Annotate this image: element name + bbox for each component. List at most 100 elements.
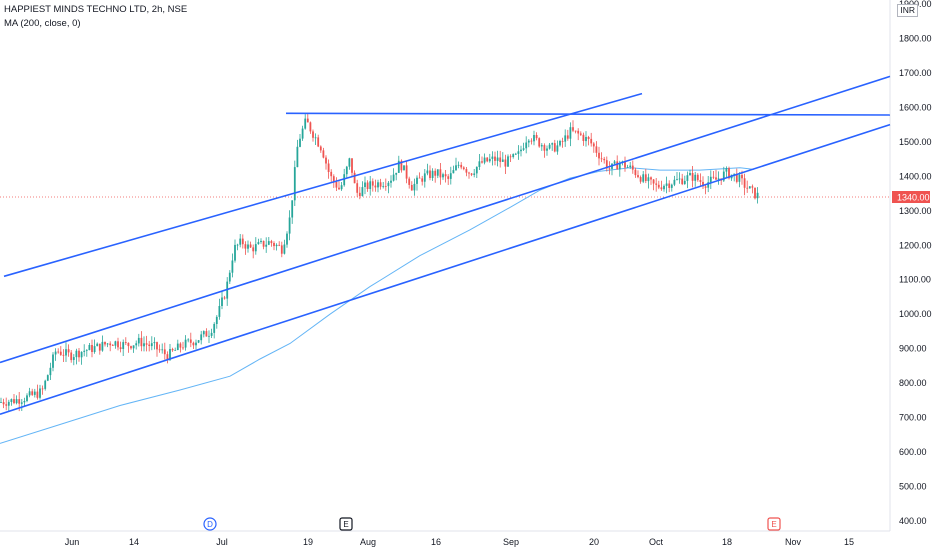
- y-tick-label: 1500.00: [899, 137, 932, 147]
- candle-down: [535, 135, 538, 139]
- x-tick-label: Sep: [503, 537, 519, 547]
- y-tick-label: 1600.00: [899, 102, 932, 112]
- candle-up: [522, 148, 525, 150]
- candle-up: [564, 135, 567, 142]
- candle-up: [569, 127, 572, 139]
- candle-down: [356, 183, 359, 193]
- candle-down: [410, 185, 413, 191]
- earnings-marker[interactable]: [767, 517, 781, 531]
- trend-line-lower-channel[interactable]: [0, 123, 891, 415]
- candle-down: [418, 177, 421, 179]
- candle-down: [205, 331, 208, 337]
- candle-up: [210, 332, 213, 336]
- candle-up: [0, 402, 2, 403]
- candle-up: [283, 244, 286, 254]
- candle-down: [70, 352, 73, 361]
- candle-up: [525, 142, 528, 149]
- candle-up: [197, 340, 200, 343]
- candle-up: [665, 183, 668, 186]
- y-tick-label: 1100.00: [899, 275, 931, 285]
- candle-up: [392, 174, 395, 181]
- candle-up: [39, 388, 41, 398]
- candle-down: [353, 172, 356, 184]
- candle-up: [208, 335, 210, 337]
- candle-down: [140, 337, 143, 347]
- candle-down: [702, 181, 704, 187]
- candle-down: [130, 346, 132, 349]
- candle-down: [158, 349, 161, 351]
- candle-down: [358, 192, 361, 196]
- candle-down: [712, 176, 715, 178]
- candle-up: [738, 174, 741, 182]
- candle-up: [689, 173, 691, 176]
- candle-up: [478, 161, 481, 167]
- earnings-marker[interactable]: [339, 517, 353, 531]
- candle-up: [387, 182, 390, 187]
- candle-up: [452, 170, 455, 174]
- candle-up: [426, 170, 429, 174]
- candle-up: [101, 341, 104, 351]
- candle-up: [122, 342, 125, 349]
- event-marker-letter: E: [343, 520, 348, 529]
- candle-up: [254, 244, 257, 252]
- candle-down: [78, 350, 80, 358]
- trend-line-middle-channel[interactable]: [0, 75, 891, 364]
- candle-down: [743, 178, 746, 188]
- y-tick-label: 800.00: [899, 378, 927, 388]
- candle-up: [46, 375, 49, 381]
- candle-down: [408, 178, 411, 185]
- candle-up: [239, 238, 242, 245]
- candle-up: [44, 380, 47, 389]
- candle-down: [444, 174, 447, 177]
- candle-up: [361, 187, 364, 196]
- candle-up: [52, 354, 54, 368]
- y-tick-label: 900.00: [899, 344, 927, 354]
- candle-down: [592, 143, 595, 147]
- candle-down: [699, 180, 702, 182]
- candle-down: [124, 342, 127, 343]
- trend-line-upper-channel[interactable]: [3, 92, 643, 278]
- candle-down: [374, 185, 377, 188]
- y-tick-label: 700.00: [899, 413, 927, 423]
- candle-up: [72, 357, 75, 360]
- candle-down: [429, 170, 431, 178]
- candle-up: [548, 144, 551, 149]
- candle-down: [696, 174, 699, 181]
- candle-down: [421, 178, 424, 182]
- candle-down: [351, 158, 353, 173]
- candle-down: [379, 182, 382, 187]
- candle-down: [465, 169, 468, 173]
- y-tick-label: 1000.00: [899, 309, 932, 319]
- candle-up: [80, 351, 83, 358]
- candle-up: [496, 157, 499, 161]
- dividend-marker[interactable]: [203, 517, 217, 531]
- candle-up: [231, 260, 234, 273]
- candle-up: [442, 174, 444, 178]
- candle-up: [678, 178, 681, 180]
- indicator-label[interactable]: MA (200, close, 0): [4, 18, 81, 29]
- candle-up: [527, 140, 530, 143]
- candle-up: [54, 351, 57, 355]
- candle-up: [85, 350, 88, 351]
- candle-up: [413, 183, 416, 191]
- candle-down: [644, 174, 647, 181]
- symbol-title[interactable]: HAPPIEST MINDS TECHNO LTD, 2h, NSE: [4, 4, 188, 15]
- x-tick-label: 19: [303, 537, 313, 547]
- currency-label[interactable]: INR: [897, 4, 918, 17]
- candle-up: [683, 180, 686, 184]
- candle-down: [327, 163, 330, 172]
- candle-down: [681, 178, 684, 185]
- candle-up: [647, 177, 650, 182]
- candle-down: [179, 343, 182, 348]
- candle-down: [67, 349, 70, 353]
- candle-up: [114, 341, 117, 346]
- candle-up: [291, 200, 294, 218]
- candle-down: [504, 159, 507, 167]
- candle-down: [405, 165, 408, 179]
- candle-up: [559, 141, 561, 146]
- trend-line-horizontal-resistance[interactable]: [285, 112, 891, 116]
- candle-up: [265, 244, 268, 247]
- y-tick-label: 400.00: [899, 516, 927, 526]
